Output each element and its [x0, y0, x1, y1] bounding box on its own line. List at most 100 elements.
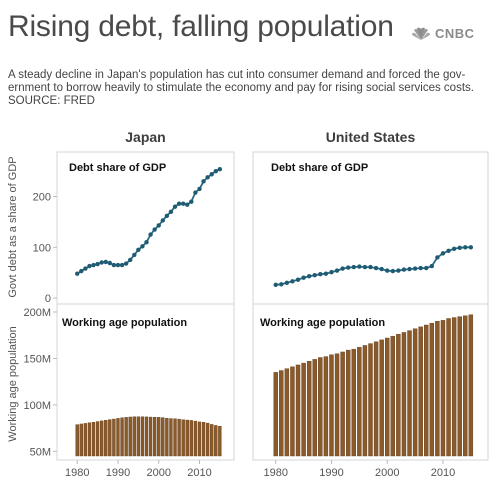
x-tick-label: 1990 [319, 467, 343, 479]
us-debt-point [273, 282, 278, 288]
japan-debt-point [83, 266, 88, 271]
japan-population-bar [169, 418, 173, 457]
japan-population-bar [152, 416, 157, 457]
cnbc-logo: CNBC [410, 26, 475, 41]
japan-population-title: Working age population [62, 317, 187, 329]
japan-population-bar [214, 425, 218, 457]
japan-debt-point [119, 262, 125, 268]
us-population-bar [468, 314, 474, 457]
us-debt-point [295, 277, 301, 282]
us-debt-point [301, 275, 306, 280]
japan-debt-point [164, 213, 170, 219]
column-title-japan: Japan [125, 129, 165, 145]
japan-debt-point [193, 190, 198, 195]
us-population-bar [396, 334, 401, 457]
us-debt-point [385, 268, 390, 273]
x-tick-label: 2010 [187, 467, 211, 479]
japan-debt-point [209, 172, 214, 177]
us-population-bar [306, 361, 312, 457]
japan-population-bar [140, 416, 145, 457]
japan-population-bar [185, 419, 189, 457]
x-tick-label: 1990 [106, 467, 130, 479]
japan-debt-point [180, 201, 186, 206]
us-population-bar [273, 372, 278, 457]
us-debt-point [290, 279, 295, 284]
us-debt-point [334, 268, 340, 273]
japan-population-ytick-label: 150M [23, 353, 51, 365]
us-debt-point [306, 273, 312, 279]
us-population-bar [390, 335, 396, 457]
japan-debt-ytick-label: 0 [45, 293, 51, 305]
japan-population-bar [205, 422, 210, 457]
japan-population-bar [132, 416, 136, 457]
japan-debt-point [197, 186, 202, 192]
japan-population-bar [218, 426, 222, 457]
us-population-bar [401, 332, 407, 457]
us-debt-point [279, 282, 284, 287]
us-debt-point [429, 263, 435, 269]
us-population-bar [345, 349, 351, 457]
us-population-bar [385, 337, 390, 457]
panel-border-1 [252, 151, 489, 461]
us-population-bar [446, 318, 451, 457]
us-debt-point [390, 268, 395, 274]
us-population-bar [351, 348, 356, 457]
us-debt-point [368, 264, 373, 270]
us-debt-point [418, 265, 423, 271]
us-population-bar [312, 359, 317, 457]
japan-population-ytick-label: 50M [30, 446, 51, 458]
us-population-bar [357, 347, 362, 457]
us-population-bar [362, 345, 368, 457]
japan-population-bar [181, 419, 185, 457]
us-debt-point [373, 265, 379, 271]
japan-debt-point [213, 169, 218, 174]
japan-debt-ytick-label: 200 [33, 192, 51, 204]
us-population-bar [284, 368, 290, 457]
us-population-bar [318, 357, 323, 457]
japan-debt-point [160, 218, 165, 223]
japan-population-bar [177, 418, 181, 457]
japan-population-bar [161, 417, 165, 457]
japan-debt-point [87, 263, 92, 269]
panel-border-0 [56, 151, 235, 461]
japan-debt-point [79, 268, 84, 274]
us-debt-point [357, 264, 362, 269]
us-population-bar [418, 326, 423, 457]
us-debt-point [362, 264, 368, 270]
x-tick-label: 2000 [375, 467, 399, 479]
us-debt-point [329, 269, 334, 275]
japan-debt-point [152, 227, 157, 232]
japan-debt-point [185, 202, 190, 207]
japan-population-bar [95, 421, 100, 457]
japan-debt-point [144, 240, 149, 245]
logo-text: CNBC [435, 26, 475, 41]
us-debt-point [463, 245, 468, 250]
us-population-bar [301, 362, 306, 457]
us-debt-point [379, 266, 384, 272]
japan-debt-point [156, 223, 161, 228]
japan-population-bar [197, 421, 202, 457]
japan-debt-series-line [76, 168, 221, 275]
us-debt-point [340, 266, 345, 271]
japan-population-bar [144, 416, 149, 457]
japan-population-bar [75, 424, 79, 457]
japan-population-bar [136, 416, 141, 457]
us-population-bar [295, 364, 301, 457]
us-debt-point [407, 266, 412, 272]
us-population-bar [379, 339, 384, 457]
us-population-bar [463, 315, 468, 457]
japan-debt-point [75, 271, 80, 276]
japan-population-bar [165, 417, 169, 457]
us-population-bar [457, 316, 462, 457]
japan-debt-point [103, 259, 108, 265]
japan-population-bar [120, 417, 124, 457]
japan-debt-ytick-label: 100 [33, 242, 51, 254]
us-debt-point [351, 264, 356, 270]
us-population-bar [373, 341, 379, 457]
japan-population-bar [83, 423, 88, 457]
japan-debt-point [201, 179, 206, 184]
japan-population-bar [100, 420, 104, 457]
japan-population-bar [128, 416, 132, 457]
us-population-bar [407, 330, 412, 457]
us-population-bar [340, 351, 345, 457]
